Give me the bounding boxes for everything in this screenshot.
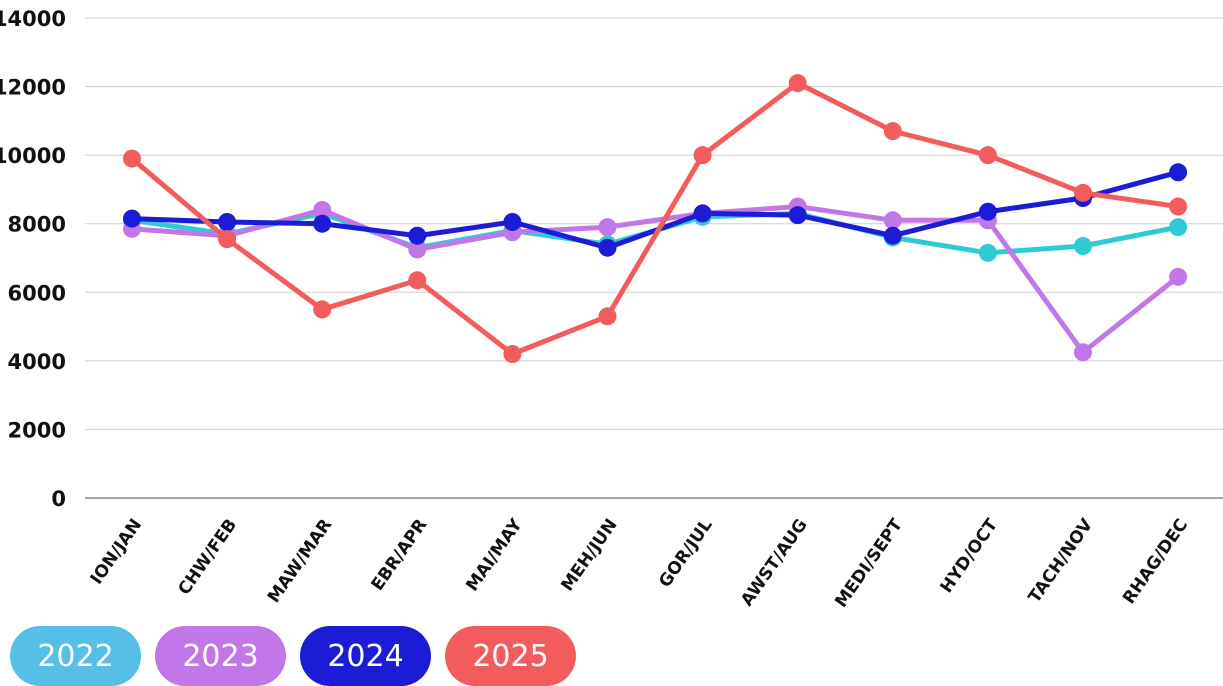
y-tick-label: 8000	[8, 213, 66, 237]
legend: 2022 2023 2024 2025	[10, 626, 576, 686]
x-tick-label: MEH/JUN	[557, 515, 621, 595]
x-tick-label: MAI/MAY	[462, 515, 527, 595]
data-point	[1169, 163, 1188, 182]
data-point	[693, 146, 712, 165]
data-point	[313, 214, 332, 233]
series-line	[129, 80, 1181, 357]
y-tick-label: 14000	[0, 7, 66, 31]
data-point	[1074, 183, 1092, 202]
data-point	[1169, 197, 1188, 216]
data-point	[978, 243, 997, 262]
x-tick-label: MEDI/SEPT	[831, 515, 907, 611]
data-point	[883, 122, 902, 141]
y-tick-label: 4000	[8, 350, 66, 374]
data-point	[123, 209, 141, 228]
data-point	[1074, 237, 1092, 255]
y-tick-label: 6000	[8, 281, 66, 305]
data-point	[503, 213, 522, 231]
data-point	[1074, 343, 1092, 362]
data-point	[503, 345, 522, 363]
x-tick-label: RHAG/DEC	[1119, 515, 1192, 607]
y-tick-label: 0	[51, 487, 66, 511]
data-point	[693, 204, 712, 223]
data-point	[883, 211, 902, 230]
line-chart: 0 2000 4000 6000 8000 10000 12000 14000 ION/JAN…	[0, 7, 1223, 612]
data-point	[598, 307, 617, 326]
x-tick-label: CHW/FEB	[174, 515, 241, 598]
data-point	[408, 271, 427, 290]
data-point	[313, 300, 332, 319]
data-point	[313, 201, 332, 219]
series-2025	[123, 74, 1188, 363]
data-point	[408, 240, 427, 259]
x-axis-tick-labels: ION/JAN CHW/FEB MAW/MAR EBR/APR MAI/MAY MEH/J…	[87, 515, 1192, 612]
series-2024	[123, 163, 1188, 257]
data-point	[218, 230, 237, 249]
data-point	[598, 238, 617, 257]
legend-item-2025: 2025	[445, 626, 576, 686]
x-tick-label: GOR/JUL	[655, 515, 717, 591]
x-tick-label: MAW/MAR	[264, 515, 336, 606]
y-tick-label: 2000	[8, 418, 66, 442]
data-point	[1169, 267, 1188, 286]
data-point	[598, 218, 617, 237]
data-point	[123, 149, 141, 168]
x-tick-label: HYD/OCT	[937, 515, 1003, 597]
x-tick-label: EBR/APR	[368, 515, 432, 594]
data-point	[218, 213, 237, 231]
data-point	[788, 74, 807, 93]
data-point	[1169, 218, 1188, 237]
legend-item-2022: 2022	[10, 626, 141, 686]
data-point	[883, 226, 902, 245]
series-line	[129, 169, 1181, 251]
data-point	[978, 146, 997, 165]
y-axis-tick-labels: 0 2000 4000 6000 8000 10000 12000 14000	[0, 7, 66, 511]
x-tick-label: TACH/NOV	[1025, 515, 1098, 607]
data-point	[788, 206, 807, 225]
series-lines	[123, 74, 1188, 363]
y-tick-label: 12000	[0, 76, 66, 100]
legend-item-2023: 2023	[155, 626, 286, 686]
y-tick-label: 10000	[0, 144, 66, 168]
x-tick-label: AWST/AUG	[737, 515, 812, 610]
series-line	[129, 204, 1181, 355]
x-tick-label: ION/JAN	[87, 515, 146, 588]
legend-item-2024: 2024	[300, 626, 431, 686]
data-point	[978, 202, 997, 221]
data-point	[408, 226, 427, 245]
